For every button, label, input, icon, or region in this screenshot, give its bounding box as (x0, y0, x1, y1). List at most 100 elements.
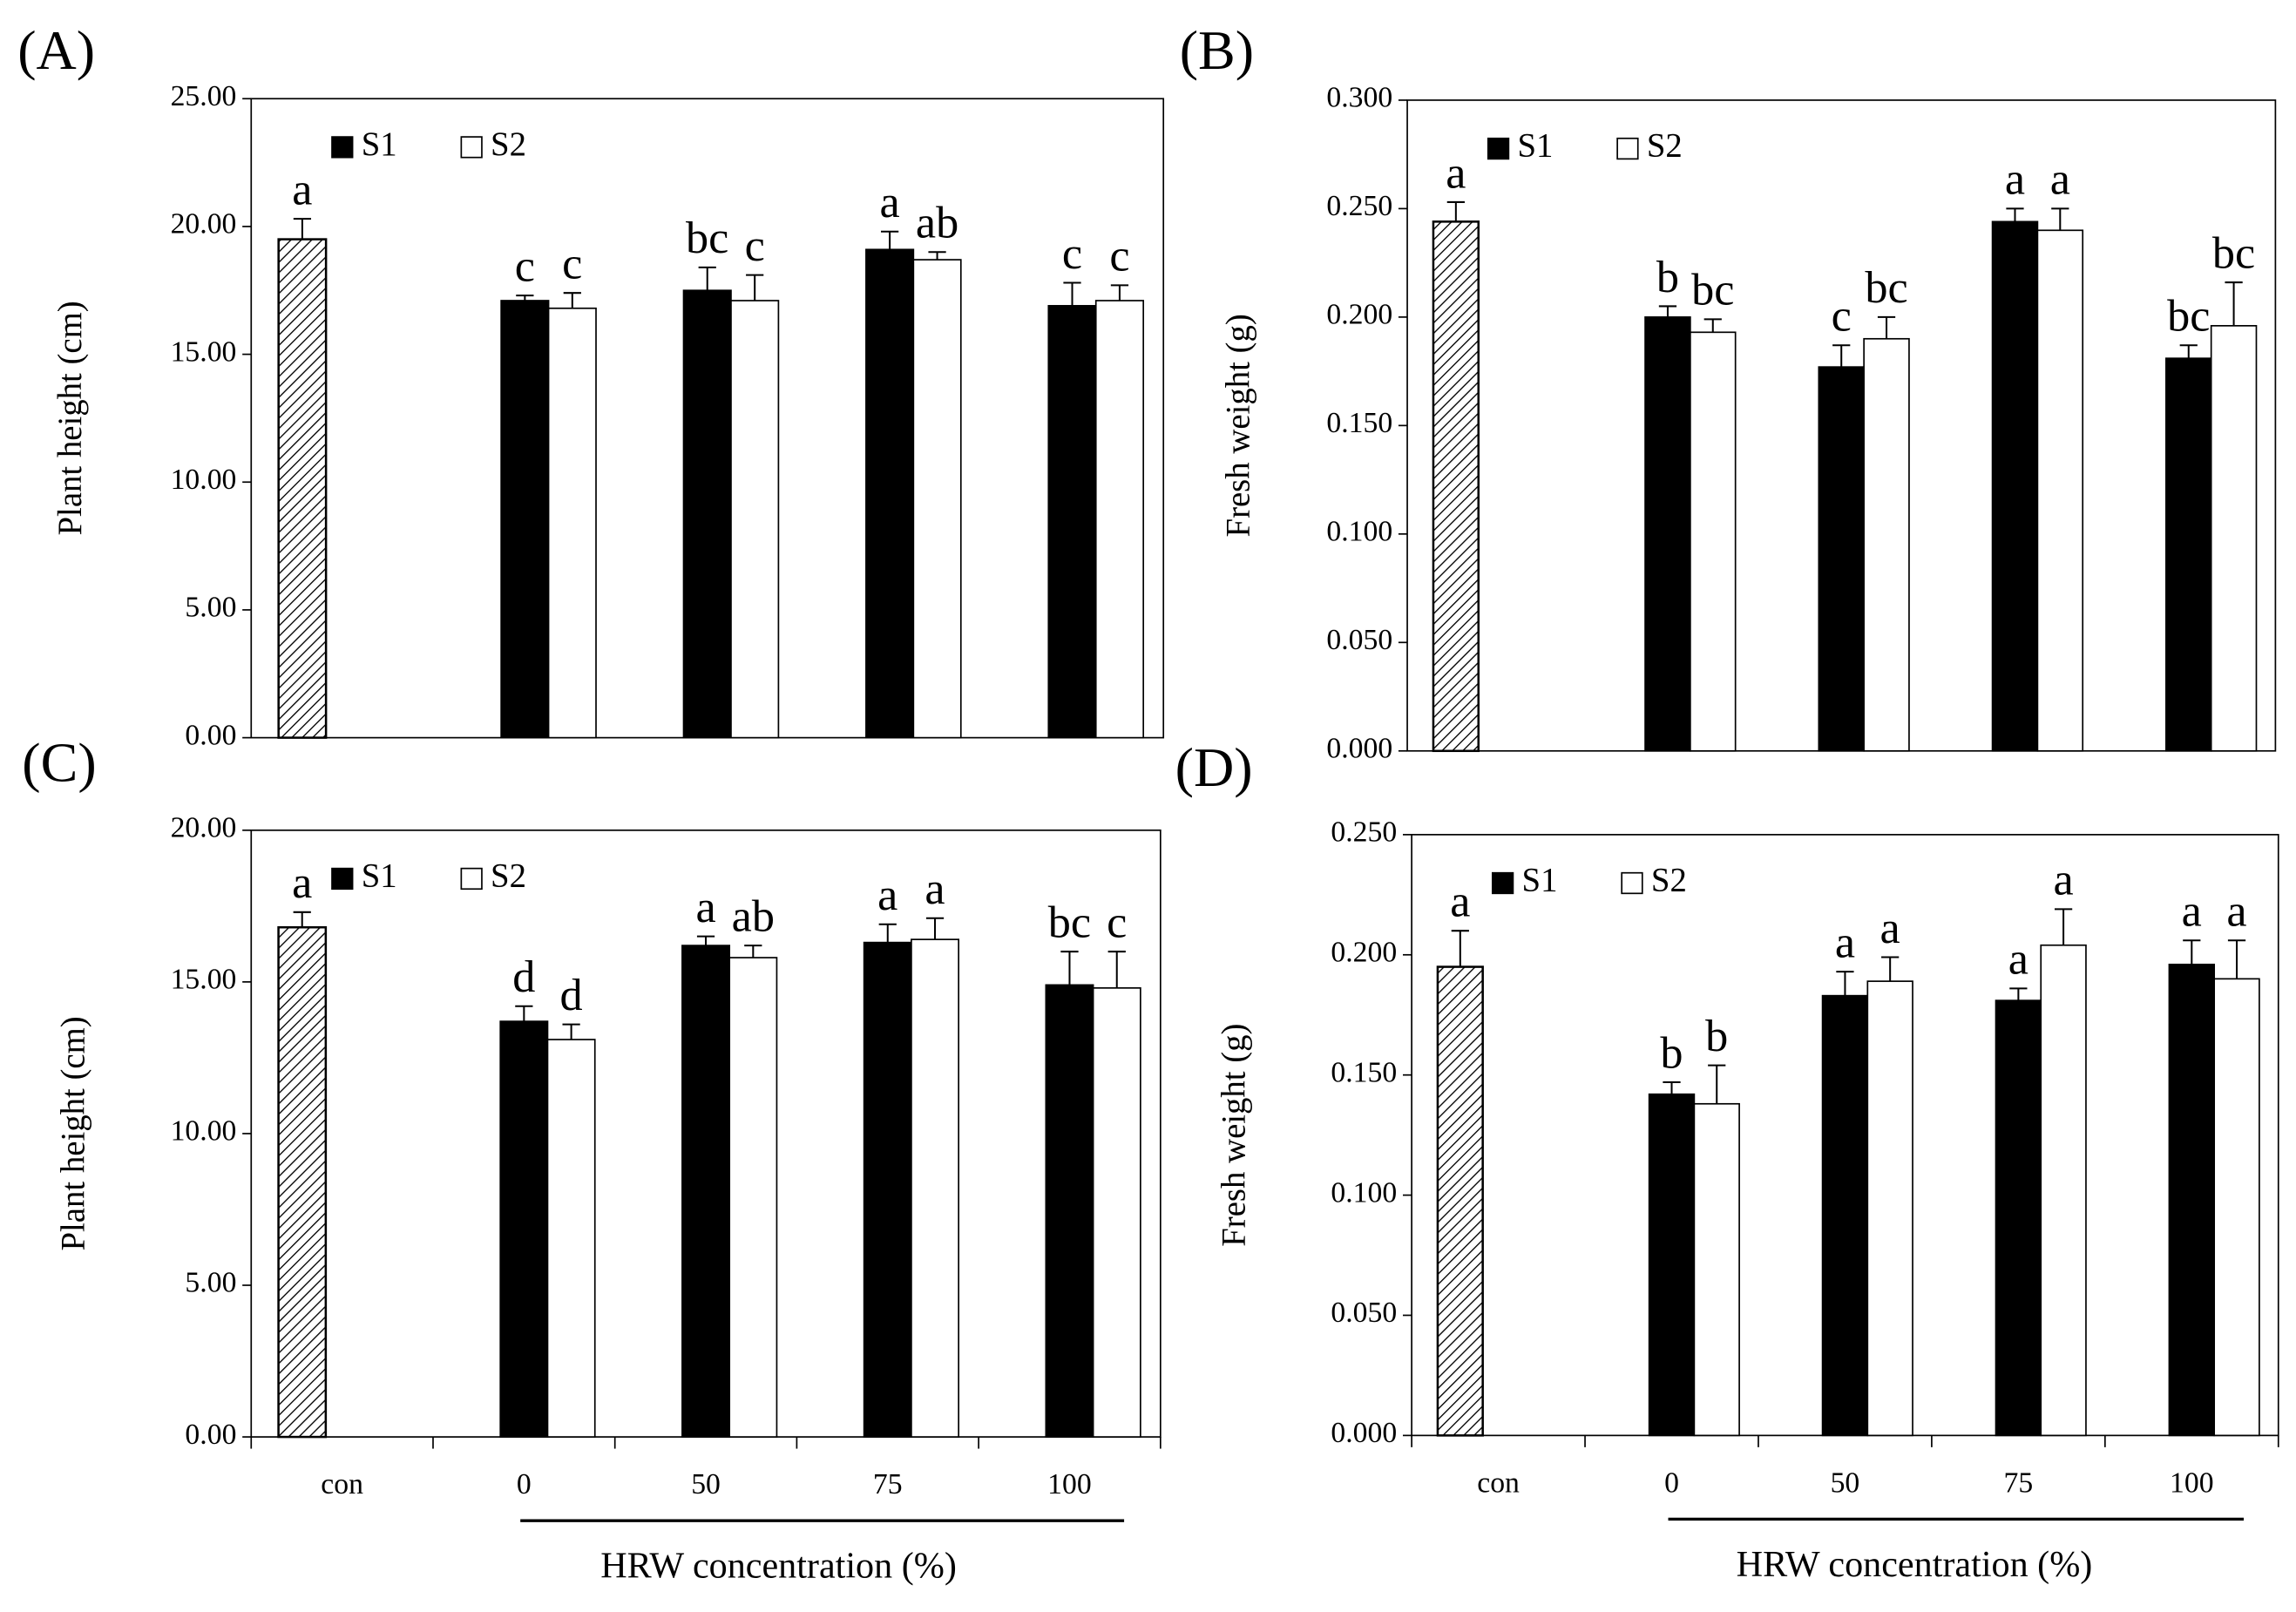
y-tick-label: 5.00 (185, 1267, 236, 1299)
y-tick-label: 0.050 (1326, 624, 1392, 656)
legend-swatch (460, 136, 483, 159)
significance-letter: a (292, 164, 312, 214)
significance-letter: d (512, 952, 535, 1002)
y-tick-label: 0.000 (1331, 1417, 1397, 1449)
significance-letter: bc (1691, 265, 1734, 315)
bar (546, 1039, 596, 1438)
significance-letter: c (1832, 291, 1852, 342)
significance-letter: bc (1865, 262, 1907, 313)
x-tick-label: 50 (1831, 1466, 1860, 1499)
y-tick-label: 25.00 (171, 80, 237, 112)
panel-label: (C) (22, 732, 96, 794)
legend-label: S2 (1651, 861, 1687, 898)
significance-letter: c (1107, 897, 1127, 947)
bar (500, 300, 550, 739)
y-tick-label: 0.000 (1326, 733, 1392, 765)
significance-letter: b (1705, 1011, 1728, 1061)
bar (728, 957, 778, 1438)
bar (1092, 987, 1141, 1438)
y-tick-label: 10.00 (171, 464, 237, 496)
x-tick-label: 75 (873, 1468, 903, 1500)
bar (2165, 357, 2212, 752)
panel-label: (A) (17, 19, 95, 81)
y-tick-label: 15.00 (171, 335, 237, 368)
x-axis-label: HRW concentration (%) (600, 1545, 957, 1586)
y-tick-label: 0.250 (1326, 190, 1392, 222)
bar (1863, 337, 1910, 752)
legend-label: S2 (491, 125, 526, 163)
significance-letter: d (560, 970, 583, 1020)
bar (2168, 963, 2216, 1437)
bar (2213, 978, 2260, 1437)
significance-letter: a (2053, 855, 2073, 905)
bar (912, 259, 962, 739)
bar (1991, 220, 2039, 752)
x-tick-label: 0 (517, 1468, 532, 1500)
bar (1821, 994, 1869, 1437)
y-tick-label: 20.00 (171, 208, 237, 240)
significance-letter: a (1835, 917, 1855, 967)
significance-letter: b (1660, 1027, 1683, 1078)
significance-letter: ab (916, 198, 958, 248)
significance-letter: c (562, 239, 582, 289)
bar (2040, 944, 2087, 1437)
x-tick-label: 50 (691, 1468, 721, 1500)
x-tick-label: 0 (1664, 1466, 1679, 1499)
y-tick-label: 0.100 (1326, 516, 1392, 548)
significance-letter: a (2050, 154, 2070, 205)
bar (547, 307, 597, 739)
significance-letter: bc (2167, 291, 2210, 342)
y-tick-label: 0.100 (1331, 1176, 1397, 1209)
significance-letter: bc (686, 213, 728, 263)
significance-letter: bc (2212, 227, 2255, 278)
bar (1648, 1093, 1696, 1437)
y-tick-label: 0.200 (1326, 299, 1392, 331)
y-axis-label: Plant height (cm) (51, 301, 89, 535)
bar (865, 248, 915, 739)
panel-label: (D) (1175, 736, 1253, 798)
y-axis-label: Fresh weight (g) (1219, 314, 1256, 537)
legend-swatch (1487, 137, 1510, 160)
legend-swatch (1491, 871, 1514, 895)
significance-letter: a (695, 882, 715, 932)
significance-letter: a (2005, 154, 2025, 205)
y-tick-label: 0.300 (1326, 82, 1392, 114)
significance-letter: b (1656, 252, 1679, 302)
x-tick-label: 100 (2170, 1466, 2214, 1499)
bar (1094, 300, 1145, 739)
y-tick-label: 0.050 (1331, 1297, 1397, 1329)
significance-letter: c (1062, 228, 1082, 279)
legend-label: S1 (1522, 861, 1558, 898)
significance-letter: a (877, 870, 897, 920)
legend-label: S1 (362, 857, 397, 894)
significance-letter: a (1880, 903, 1900, 953)
legend-label: S1 (1517, 126, 1553, 164)
y-tick-label: 0.00 (185, 719, 236, 751)
y-tick-label: 0.200 (1331, 937, 1397, 969)
bar (1995, 999, 2042, 1437)
y-tick-label: 0.00 (185, 1419, 236, 1451)
bar (2210, 325, 2258, 752)
significance-letter: a (1446, 147, 1466, 198)
bar (1644, 316, 1691, 752)
bar (730, 300, 780, 739)
y-tick-label: 5.00 (185, 592, 236, 624)
significance-letter: a (924, 864, 945, 914)
significance-letter: a (2008, 934, 2028, 985)
control-bar (1432, 220, 1480, 753)
control-bar (277, 238, 328, 739)
bar (1818, 366, 1865, 752)
bar (1866, 980, 1913, 1437)
y-tick-label: 0.150 (1331, 1056, 1397, 1088)
legend-swatch (331, 136, 354, 159)
significance-letter: a (1450, 877, 1470, 927)
legend-swatch (331, 867, 354, 891)
bar (863, 941, 912, 1438)
x-axis-label: HRW concentration (%) (1737, 1544, 2093, 1585)
significance-letter: bc (1048, 897, 1091, 947)
y-tick-label: 20.00 (171, 812, 237, 844)
y-tick-label: 10.00 (171, 1115, 237, 1148)
significance-letter: c (1109, 231, 1129, 281)
x-tick-label: 100 (1047, 1468, 1092, 1500)
